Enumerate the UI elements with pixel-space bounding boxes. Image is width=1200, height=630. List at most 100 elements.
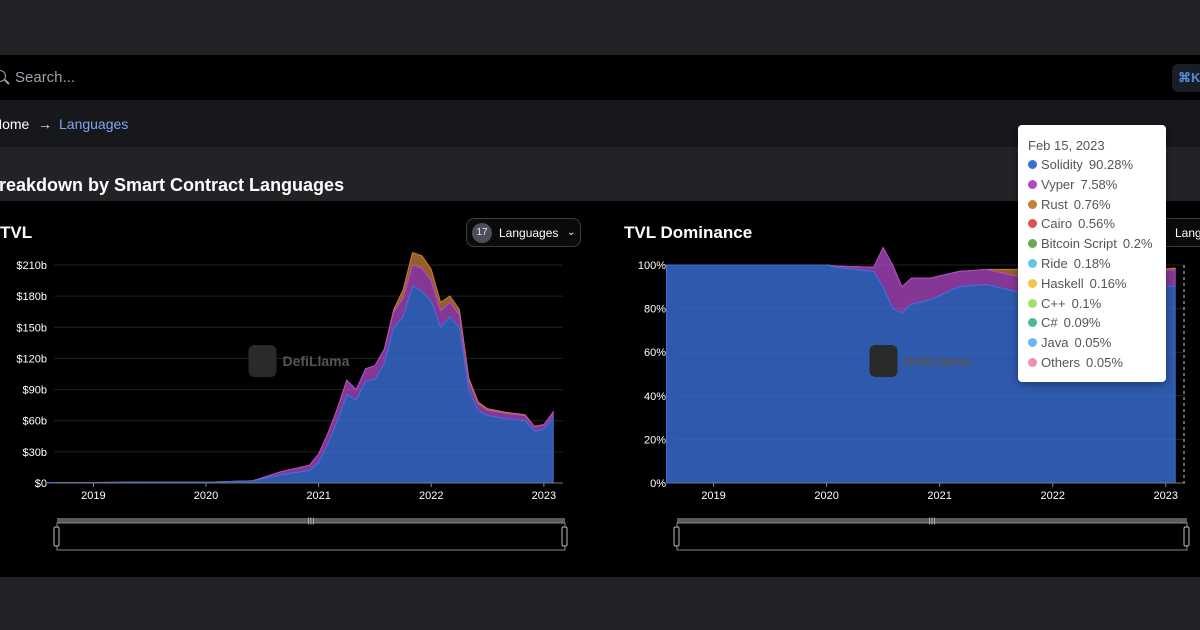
- legend-dot-icon: [1028, 239, 1037, 249]
- dominance-y-tick-label: 40%: [644, 391, 666, 403]
- tooltip-series-value: 0.1%: [1071, 295, 1102, 311]
- dominance-zoom-window: [676, 522, 1188, 551]
- chevron-down-icon: ⌄: [567, 227, 576, 238]
- tvl-y-tick-label: $120b: [16, 353, 47, 365]
- tooltip-series-value: 90.28%: [1088, 157, 1134, 172]
- legend-dot-icon: [1028, 199, 1037, 209]
- tooltip-series-name: Bitcoin Script: [1041, 236, 1117, 252]
- legend-dot-icon: [1028, 358, 1037, 367]
- page-title: Breakdown by Smart Contract Languages: [0, 175, 345, 195]
- tvl-y-tick-label: $90b: [23, 385, 47, 397]
- dominance-zoom-handle-left: [673, 526, 680, 547]
- dominance-zoom-track: [677, 518, 1187, 523]
- legend-dot-icon: [1028, 278, 1037, 288]
- dominance-y-tick-label: 0%: [650, 478, 666, 490]
- languages-select-button[interactable]: 17 Languages ⌄: [466, 218, 581, 247]
- dominance-y-tick-label: 80%: [644, 304, 666, 316]
- tvl-x-tick-label: 2019: [81, 490, 105, 502]
- tooltip-series-value: 0.2%: [1122, 236, 1153, 252]
- tooltip-series-name: Haskell: [1041, 275, 1084, 291]
- tvl-chart-title: TVL: [0, 223, 33, 242]
- breadcrumb-languages-link[interactable]: Languages: [59, 116, 129, 132]
- dominance-languages-select-label: Languages: [1175, 226, 1200, 240]
- dominance-y-tick-label: 20%: [644, 434, 666, 446]
- dominance-x-tick-label: 2020: [814, 490, 838, 502]
- dominance-x-tick-label: 2022: [1040, 490, 1064, 502]
- dominance-zoom-handle-right: [1183, 526, 1190, 547]
- breadcrumb-home-link[interactable]: Home: [0, 116, 30, 132]
- dominance-x-tick-label: 2021: [927, 490, 951, 502]
- dominance-y-tick-label: 60%: [644, 347, 666, 359]
- tooltip-series-name: Others: [1041, 355, 1081, 370]
- tvl-y-tick-label: $210b: [16, 260, 47, 272]
- tvl-x-tick-label: 2023: [532, 490, 556, 502]
- tvl-area-solidity: [46, 285, 554, 484]
- tooltip-series-value: 0.18%: [1073, 256, 1111, 271]
- search-shortcut-badge: ⌘K: [1172, 64, 1200, 92]
- breadcrumb: [0, 100, 1200, 147]
- grip-icon: |||: [928, 517, 935, 525]
- tooltip-series-value: 0.05%: [1086, 355, 1123, 370]
- dominance-chart-title: TVL Dominance: [624, 223, 753, 242]
- tooltip-row: Others 0.05%: [1028, 355, 1123, 370]
- top-band: [0, 0, 1200, 55]
- tooltip-row: Bitcoin Script 0.2%: [1028, 236, 1153, 251]
- legend-dot-icon: [1028, 298, 1037, 308]
- defillama-logo-icon: [248, 345, 277, 377]
- tooltip-row: Cairo 0.56%: [1028, 216, 1115, 231]
- dominance-y-tick-label: 100%: [638, 260, 666, 272]
- tvl-x-tick-label: 2020: [194, 490, 218, 502]
- arrow-right-icon: →: [38, 116, 52, 132]
- tooltip-series-value: 0.76%: [1073, 196, 1111, 212]
- tooltip-row: Rust 0.76%: [1028, 197, 1111, 212]
- tooltip-row: C++ 0.1%: [1028, 296, 1101, 311]
- tvl-y-tick-label: $180b: [16, 291, 47, 303]
- tooltip-series-name: Vyper: [1041, 176, 1075, 192]
- legend-dot-icon: [1028, 259, 1037, 268]
- tooltip-row: Haskell 0.16%: [1028, 276, 1127, 291]
- dominance-x-tick-label: 2023: [1154, 490, 1178, 502]
- tooltip-series-name: C#: [1041, 315, 1058, 331]
- tooltip-row: Vyper 7.58%: [1028, 177, 1117, 192]
- tooltip-series-value: 7.58%: [1080, 176, 1118, 192]
- tooltip-row: Java 0.05%: [1028, 335, 1111, 350]
- chevron-down-icon: ⌄: [1197, 227, 1200, 238]
- tooltip-series-name: Ride: [1041, 256, 1068, 271]
- tooltip-series-value: 0.09%: [1063, 315, 1101, 331]
- tooltip-series-name: Rust: [1041, 196, 1068, 212]
- tooltip-series-value: 0.56%: [1078, 216, 1115, 232]
- tvl-x-tick-label: 2022: [419, 490, 443, 502]
- tvl-zoom-handle-left: [53, 526, 60, 547]
- header-band: [0, 147, 1200, 200]
- languages-count-badge: 17: [472, 223, 492, 243]
- tvl-y-tick-label: $150b: [16, 322, 47, 334]
- defillama-logo-icon: [869, 345, 898, 377]
- legend-dot-icon: [1028, 338, 1037, 348]
- tvl-y-tick-label: $60b: [23, 416, 47, 428]
- tvl-zoom-track: [57, 518, 565, 523]
- languages-select-label: Languages: [499, 226, 559, 240]
- tooltip-series-name: Java: [1041, 335, 1069, 351]
- legend-dot-icon: [1028, 219, 1037, 229]
- grip-icon: |||: [307, 517, 314, 525]
- tooltip-row: C# 0.09%: [1028, 315, 1101, 330]
- dominance-x-tick-label: 2019: [701, 490, 725, 502]
- search-bar[interactable]: [0, 55, 1200, 100]
- tooltip-series-name: Solidity: [1041, 157, 1083, 172]
- tooltip-series-value: 0.05%: [1074, 335, 1112, 351]
- tooltip-row: Solidity 90.28%: [1028, 157, 1133, 172]
- tvl-zoom-window: [56, 522, 566, 551]
- legend-dot-icon: [1028, 179, 1037, 189]
- tooltip-row: Ride 0.18%: [1028, 256, 1111, 271]
- tooltip-date: Feb 15, 2023: [1028, 138, 1105, 153]
- tvl-x-tick-label: 2021: [306, 490, 330, 502]
- dominance-watermark: DefiLlama: [904, 353, 971, 369]
- chart-tooltip: Feb 15, 2023 Solidity 90.28% Vyper 7.58% Rus…: [1018, 125, 1166, 382]
- tooltip-series-name: C++: [1041, 295, 1066, 311]
- tooltip-series-name: Cairo: [1041, 216, 1073, 232]
- legend-dot-icon: [1028, 318, 1037, 328]
- tooltip-series-value: 0.16%: [1089, 275, 1127, 291]
- search-input[interactable]: Search...: [15, 69, 76, 86]
- tvl-y-tick-label: $30b: [23, 447, 47, 459]
- tvl-watermark: DefiLlama: [283, 353, 350, 369]
